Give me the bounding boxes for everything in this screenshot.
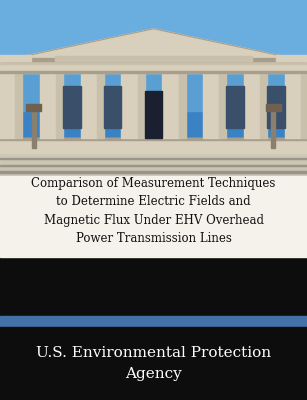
Bar bbox=[0, 166, 307, 172]
Bar bbox=[0, 219, 307, 226]
Bar bbox=[81, 72, 97, 138]
Bar bbox=[301, 72, 307, 138]
Bar bbox=[0, 61, 307, 72]
Polygon shape bbox=[3, 29, 304, 61]
Bar bbox=[0, 178, 307, 179]
Bar bbox=[0, 191, 307, 192]
Bar bbox=[122, 72, 138, 138]
Bar bbox=[162, 72, 179, 138]
Bar bbox=[260, 72, 267, 138]
Bar bbox=[0, 239, 307, 246]
Bar bbox=[0, 55, 31, 61]
Bar bbox=[226, 86, 244, 128]
Bar bbox=[0, 72, 15, 138]
Bar bbox=[0, 226, 307, 233]
Bar bbox=[0, 152, 307, 159]
Bar bbox=[276, 55, 307, 61]
Bar bbox=[0, 0, 307, 246]
Bar bbox=[15, 72, 22, 138]
Bar bbox=[0, 159, 307, 166]
Bar bbox=[0, 198, 307, 199]
Bar bbox=[0, 199, 307, 206]
Bar bbox=[0, 0, 307, 69]
Bar bbox=[266, 104, 281, 111]
Bar bbox=[145, 91, 162, 138]
Bar bbox=[0, 185, 307, 186]
Bar bbox=[271, 106, 275, 148]
Bar bbox=[203, 72, 219, 138]
Bar bbox=[267, 86, 285, 128]
Bar bbox=[0, 212, 307, 213]
Bar bbox=[0, 192, 307, 199]
Bar bbox=[244, 72, 260, 138]
Bar bbox=[0, 186, 307, 192]
Bar bbox=[40, 72, 56, 138]
Text: Comparison of Measurement Techniques
to Determine Electric Fields and
Magnetic F: Comparison of Measurement Techniques to … bbox=[31, 177, 276, 245]
Bar bbox=[0, 179, 307, 186]
Bar bbox=[0, 172, 307, 179]
Bar bbox=[0, 225, 307, 226]
Bar bbox=[0, 61, 307, 64]
Bar bbox=[3, 58, 304, 61]
Bar bbox=[0, 213, 307, 219]
Bar bbox=[0, 233, 307, 239]
Text: U.S. Environmental Protection
Agency: U.S. Environmental Protection Agency bbox=[36, 346, 271, 381]
Bar bbox=[63, 86, 81, 128]
Bar bbox=[0, 232, 307, 233]
Bar bbox=[0, 0, 307, 111]
Bar bbox=[179, 72, 185, 138]
Bar bbox=[0, 158, 307, 159]
Bar bbox=[104, 86, 122, 128]
Bar bbox=[219, 72, 226, 138]
Bar bbox=[0, 238, 307, 239]
Bar bbox=[32, 106, 36, 148]
Bar bbox=[0, 176, 307, 257]
Bar bbox=[285, 72, 301, 138]
Bar bbox=[55, 56, 252, 61]
Bar bbox=[0, 327, 307, 400]
Bar bbox=[97, 72, 104, 138]
Bar bbox=[138, 72, 145, 138]
Bar bbox=[0, 316, 307, 327]
Bar bbox=[26, 104, 41, 111]
Bar bbox=[0, 165, 307, 166]
Bar bbox=[0, 205, 307, 206]
Bar bbox=[0, 138, 307, 140]
Bar bbox=[0, 71, 307, 72]
Bar bbox=[0, 171, 307, 172]
Bar bbox=[0, 206, 307, 213]
Bar bbox=[56, 72, 63, 138]
Bar bbox=[0, 218, 307, 219]
Bar bbox=[0, 138, 307, 152]
